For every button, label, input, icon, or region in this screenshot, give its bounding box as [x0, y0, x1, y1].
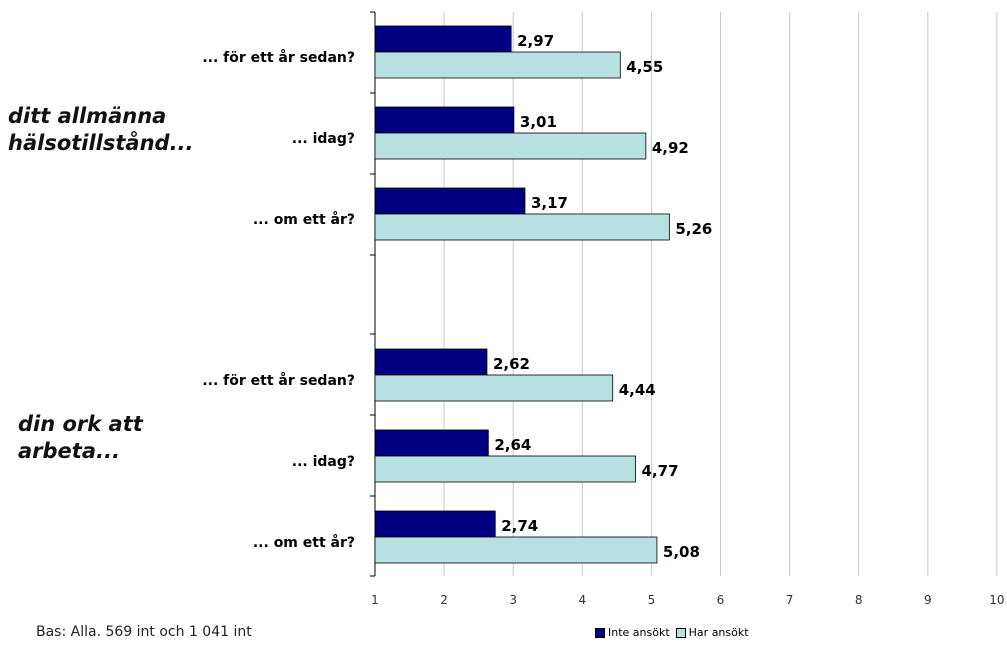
group-title-line: din ork att — [18, 412, 143, 436]
base-note: Bas: Alla. 569 int och 1 041 int — [36, 624, 252, 640]
group-title-line: arbeta... — [18, 439, 120, 463]
data-label-har-ansokt: 4,55 — [626, 58, 663, 76]
bar-har-ansokt — [374, 536, 658, 564]
x-tick-label: 4 — [578, 593, 586, 607]
bar-inte-ansokt — [374, 348, 488, 376]
x-tick-label: 5 — [648, 593, 656, 607]
bar-har-ansokt — [374, 213, 670, 241]
x-tick-label: 1 — [371, 593, 379, 607]
legend-label-inte: Inte ansökt — [608, 626, 670, 639]
bar-inte-ansokt — [374, 25, 512, 53]
x-tick-label: 2 — [440, 593, 448, 607]
data-label-har-ansokt: 4,92 — [652, 139, 689, 157]
data-label-har-ansokt: 4,77 — [642, 462, 679, 480]
legend-label-har: Har ansökt — [688, 626, 749, 639]
data-label-inte-ansokt: 3,01 — [520, 113, 557, 131]
category-label: ... om ett år? — [253, 534, 355, 551]
category-label: ... för ett år sedan? — [202, 372, 355, 389]
bar-har-ansokt — [374, 374, 614, 402]
group-title-halsa: ditt allmänna hälsotillstånd... — [8, 103, 194, 157]
legend-swatch-inte — [595, 627, 605, 638]
data-label-har-ansokt: 5,08 — [663, 543, 700, 561]
x-tick-label: 3 — [509, 593, 517, 607]
x-tick-label: 10 — [989, 593, 1004, 607]
group-title-line: ditt allmänna — [8, 104, 167, 128]
bar-har-ansokt — [374, 51, 621, 79]
bar-har-ansokt — [374, 455, 636, 483]
data-label-har-ansokt: 4,44 — [619, 381, 656, 399]
category-label: ... om ett år? — [253, 211, 355, 228]
data-label-inte-ansokt: 2,62 — [493, 355, 530, 373]
bar-har-ansokt — [374, 132, 647, 160]
bar-inte-ansokt — [374, 429, 489, 457]
x-tick-label: 7 — [786, 593, 794, 607]
x-tick-label: 6 — [717, 593, 725, 607]
group-title-ork: din ork att arbeta... — [18, 411, 143, 465]
bar-inte-ansokt — [374, 187, 526, 215]
category-label: ... idag? — [292, 131, 355, 147]
legend: Inte ansökt Har ansökt — [595, 626, 749, 639]
x-tick-label: 8 — [855, 593, 863, 607]
x-tick-label: 9 — [924, 593, 932, 607]
data-label-inte-ansokt: 3,17 — [531, 194, 568, 212]
category-label: ... för ett år sedan? — [202, 49, 355, 66]
data-label-inte-ansokt: 2,97 — [517, 32, 554, 50]
category-label: ... idag? — [292, 454, 355, 470]
data-label-inte-ansokt: 2,64 — [494, 436, 531, 454]
bar-inte-ansokt — [374, 510, 496, 538]
bar-inte-ansokt — [374, 106, 515, 134]
data-label-har-ansokt: 5,26 — [675, 220, 712, 238]
group-title-line: hälsotillstånd... — [8, 131, 194, 155]
data-label-inte-ansokt: 2,74 — [501, 517, 538, 535]
legend-swatch-har — [675, 627, 686, 638]
chart: 1 2 3 4 5 6 7 8 9 10 ... för ett år sedan? 2,97 4,55… — [202, 11, 1005, 607]
